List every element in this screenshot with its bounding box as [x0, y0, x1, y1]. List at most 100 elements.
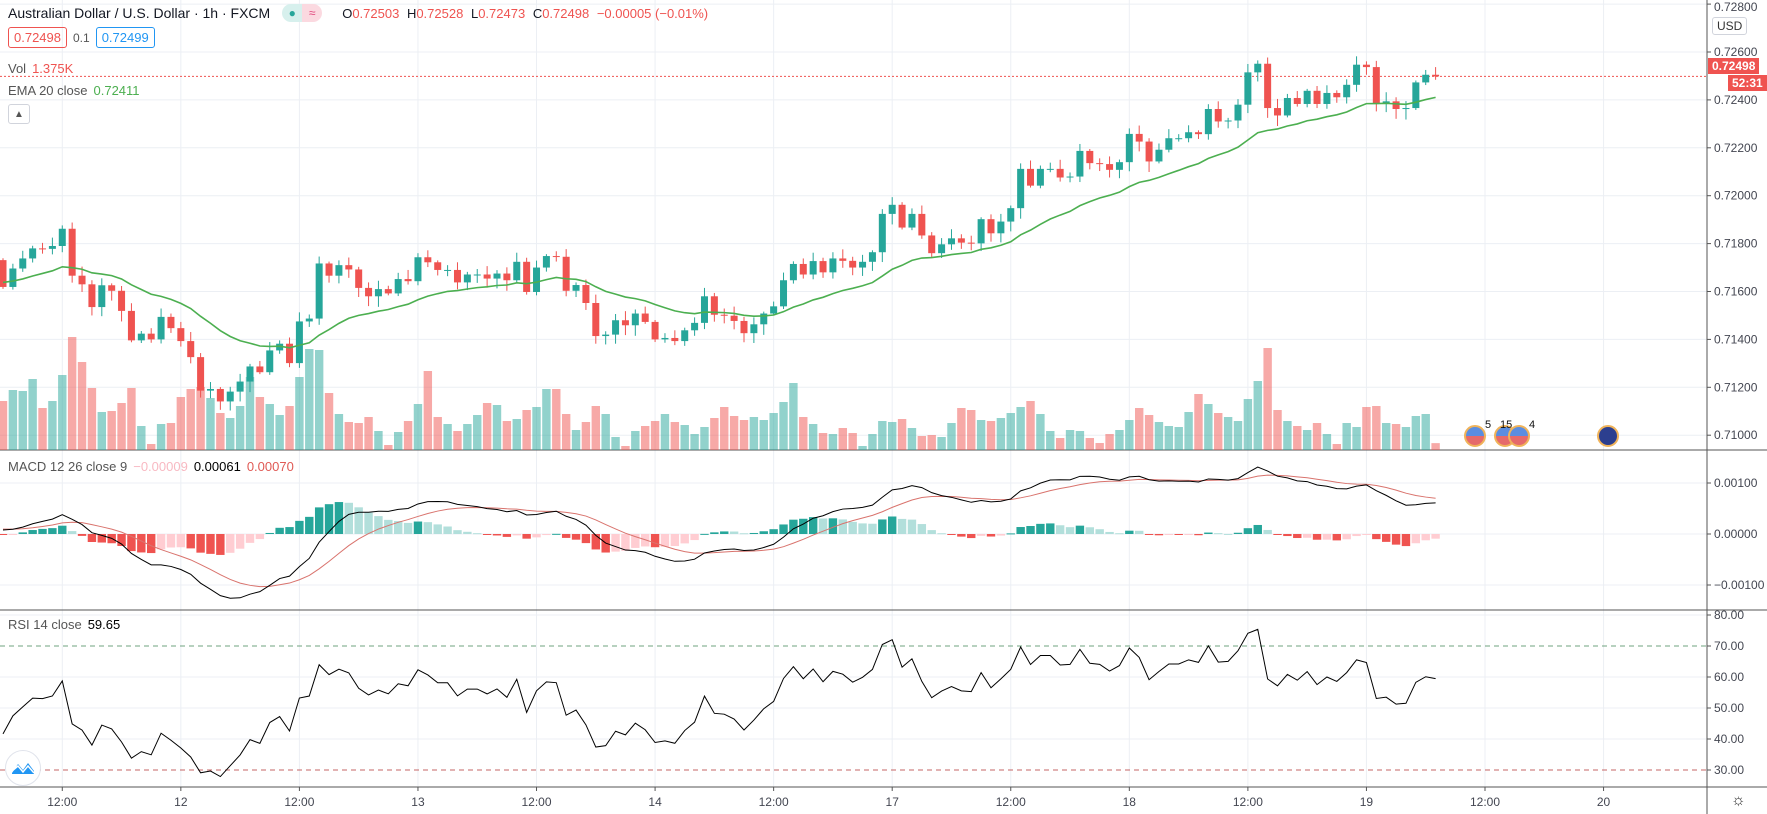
candle-body — [19, 258, 27, 269]
candle — [621, 311, 629, 336]
volume-bar — [710, 418, 719, 450]
rsi-line — [2, 628, 1436, 778]
candle — [137, 331, 145, 343]
volume-bar — [650, 421, 660, 450]
us-flag-icon[interactable] — [1464, 425, 1486, 447]
volume-bar — [897, 419, 907, 450]
candle-body — [1362, 64, 1370, 68]
candle — [592, 294, 600, 344]
candle — [1165, 129, 1173, 153]
us-flag-icon[interactable] — [1508, 425, 1530, 447]
volume-bar — [641, 426, 650, 450]
rsi-tick-label: 40.00 — [1714, 732, 1744, 746]
candle — [68, 222, 76, 283]
symbol-title[interactable]: Australian Dollar / U.S. Dollar · 1h · F… — [8, 5, 271, 21]
candle-body — [335, 265, 343, 276]
candle-body — [602, 334, 610, 337]
candle-body — [147, 333, 155, 340]
volume-bar — [384, 445, 393, 450]
candle-body — [434, 262, 442, 270]
candle — [631, 309, 639, 336]
macd-histogram-bar — [156, 534, 166, 550]
macd-histogram-bar — [907, 519, 917, 534]
candle-body — [898, 204, 906, 228]
candle-body — [197, 357, 205, 391]
candle — [1185, 125, 1193, 143]
macd-histogram-bar — [324, 504, 334, 534]
candle — [908, 208, 916, 231]
volume-bar — [1283, 421, 1292, 450]
volume-bar — [532, 407, 541, 450]
candle-body — [127, 310, 135, 341]
currency-button[interactable]: USD — [1712, 17, 1748, 35]
macd-histogram-bar — [463, 531, 472, 534]
candle-body — [1234, 104, 1242, 121]
rsi-legend[interactable]: RSI 14 close 59.65 — [8, 617, 120, 632]
tradingview-logo[interactable] — [5, 750, 41, 786]
candle-body — [612, 320, 620, 335]
volume-bar — [117, 403, 126, 450]
candle-body — [374, 289, 382, 297]
collapse-legend-button[interactable]: ▲ — [8, 104, 30, 124]
candle-body — [1402, 108, 1410, 110]
sell-button[interactable]: 0.72498 — [8, 27, 67, 48]
candle — [671, 330, 679, 346]
rsi-value: 59.65 — [87, 617, 121, 632]
candle-body — [592, 302, 600, 337]
candle — [602, 331, 610, 345]
macd-histogram-bar — [532, 534, 541, 538]
candle — [681, 327, 689, 346]
candle — [938, 238, 946, 258]
candle-body — [621, 320, 629, 326]
candle — [58, 225, 66, 253]
macd-histogram-bar — [1233, 532, 1243, 534]
candle-body — [384, 289, 392, 294]
candle-body — [1135, 133, 1143, 142]
macd-histogram-bar — [512, 534, 521, 536]
candle-body — [1303, 90, 1311, 104]
volume-bar — [502, 421, 512, 450]
au-flag-icon[interactable] — [1597, 425, 1619, 447]
volume-bar — [1342, 423, 1351, 450]
macd-histogram-bar — [611, 534, 620, 552]
rsi-tick-label: 30.00 — [1714, 763, 1744, 777]
volume-bar — [848, 433, 857, 450]
macd-histogram-bar — [947, 534, 956, 535]
volume-bar — [749, 417, 759, 450]
candle — [374, 280, 382, 307]
volume-bar — [808, 424, 818, 450]
price-tick-label: 0.72400 — [1714, 93, 1758, 107]
price-tick-label: 0.71200 — [1714, 380, 1758, 394]
volume-bar — [403, 421, 413, 450]
candle-body — [1017, 168, 1025, 209]
volume-bar — [245, 377, 255, 450]
candle-body — [355, 269, 363, 288]
ema-legend[interactable]: EMA 20 close 0.72411 — [8, 83, 140, 98]
candle — [1086, 148, 1094, 170]
candle — [1076, 143, 1084, 183]
buy-button[interactable]: 0.72499 — [95, 27, 155, 48]
candle-body — [829, 258, 837, 273]
volume-bar — [206, 398, 215, 450]
candle-body — [533, 267, 541, 292]
candle-body — [1204, 109, 1212, 135]
candle-body — [928, 235, 936, 254]
macd-legend[interactable]: MACD 12 26 close 9 −0.00009 0.00061 0.00… — [8, 459, 294, 474]
market-status[interactable]: ● ≈ — [282, 4, 323, 22]
time-tick-label: 12:00 — [522, 795, 552, 809]
candle — [453, 262, 461, 290]
open-key: O — [342, 5, 353, 21]
macd-histogram-bar — [127, 534, 136, 552]
macd-histogram-bar — [838, 519, 847, 534]
candle-body — [1323, 92, 1331, 104]
settings-gear-icon[interactable]: ☼ — [1731, 792, 1746, 809]
candle — [710, 292, 718, 322]
macd-histogram-bar — [868, 523, 877, 534]
volume-bar — [413, 404, 423, 450]
candle — [1362, 61, 1370, 75]
volume-legend[interactable]: Vol 1.375K — [8, 61, 73, 76]
macd-histogram-bar — [888, 516, 897, 534]
volume-bar — [996, 418, 1006, 450]
volume-bar — [1046, 431, 1055, 450]
